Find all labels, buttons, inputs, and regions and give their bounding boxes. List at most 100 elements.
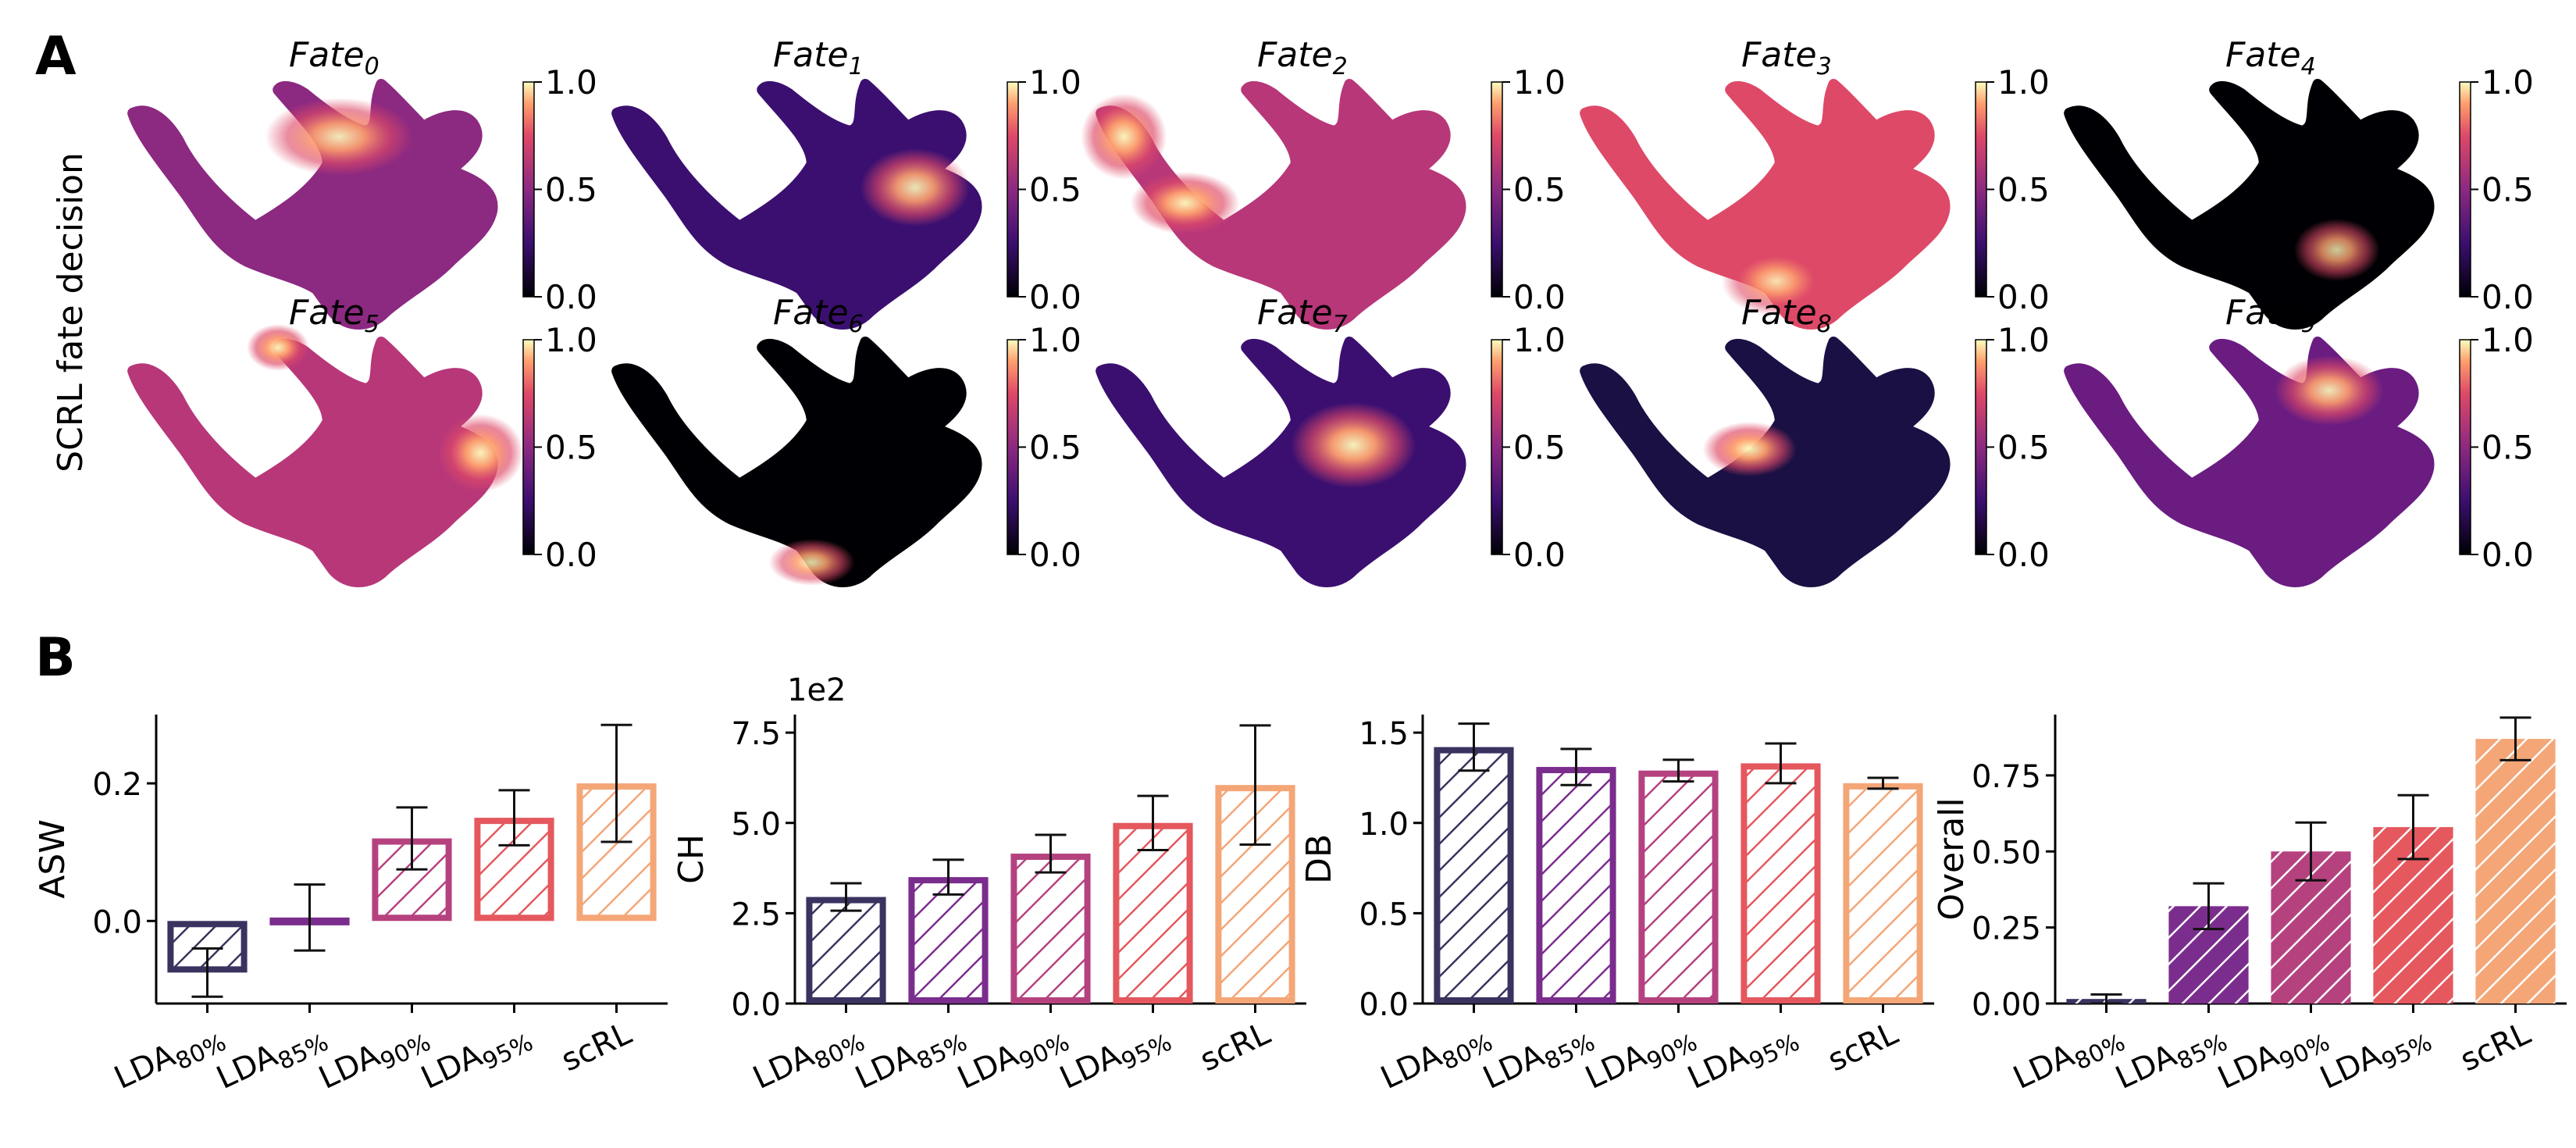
x-tick-label: LDA95% xyxy=(2315,1015,2437,1102)
y-tick-label: 0.25 xyxy=(1972,911,2041,947)
fate-subscript: 1 xyxy=(849,53,864,80)
colorbar-tick-label: 0.0 xyxy=(1997,536,2050,574)
fate-subscript: 8 xyxy=(1817,311,1832,338)
hotspot-glow xyxy=(1291,402,1416,488)
x-tick-label: LDA90% xyxy=(953,1015,1074,1102)
y-axis-label: DB xyxy=(1299,834,1339,884)
embedding-shape xyxy=(127,337,498,587)
y-tick-label: 0.00 xyxy=(1972,987,2041,1023)
colorbar-tick-label: 0.5 xyxy=(545,171,597,209)
bar xyxy=(908,877,989,1004)
colorbar-tick-label: 1.0 xyxy=(1997,321,2050,359)
embedding-shape xyxy=(1096,79,1466,330)
hotspot-glow xyxy=(247,324,310,371)
y-tick-label: 1.5 xyxy=(1359,716,1409,752)
fate-subscript: 4 xyxy=(2301,53,2316,80)
hotspot-glow xyxy=(1130,172,1240,234)
colorbar-tick-label: 0.0 xyxy=(545,278,597,316)
bar xyxy=(1740,763,1821,1004)
x-tick-label: LDA85% xyxy=(1478,1015,1600,1102)
panel-label-b: B xyxy=(35,627,76,689)
fate-panel xyxy=(1096,337,1466,587)
hotspot-glow xyxy=(1721,246,1831,316)
fate-title: Fate0 xyxy=(289,35,379,80)
colorbar xyxy=(522,81,535,298)
fate-title: Fate2 xyxy=(1257,35,1348,80)
fate-title: Fate8 xyxy=(1741,293,1832,338)
fate-subscript: 5 xyxy=(365,311,379,338)
colorbar-tick-label: 1.0 xyxy=(545,63,597,102)
bar xyxy=(1638,770,1719,1004)
x-tick-label-subscript: 95% xyxy=(2378,1029,2436,1076)
x-tick-label: LDA80% xyxy=(2008,1015,2130,1102)
hotspot-glow xyxy=(2274,355,2384,426)
colorbar-tick-label: 0.5 xyxy=(1029,171,1081,209)
colorbar-tick-label: 1.0 xyxy=(1513,63,1566,102)
y-tick-label: 1.0 xyxy=(1359,807,1409,843)
x-tick-label: scRL xyxy=(2455,1015,2536,1078)
fate-title: Fate9 xyxy=(2225,293,2316,338)
fate-subscript: 2 xyxy=(1333,53,1348,80)
colorbar-tick-label: 0.0 xyxy=(1997,278,2050,316)
colorbar xyxy=(1491,81,1503,298)
colorbar-tick-label: 1.0 xyxy=(1029,321,1081,359)
axis-multiplier: 1e2 xyxy=(787,672,846,708)
bar xyxy=(2475,739,2556,1004)
colorbar-tick-label: 1.0 xyxy=(2482,321,2534,359)
fate-subscript: 3 xyxy=(1817,53,1832,80)
x-tick-label-base: LDA xyxy=(748,1037,820,1096)
y-tick-label: 0.0 xyxy=(1359,987,1409,1023)
colorbar-tick-label: 0.5 xyxy=(1513,171,1566,209)
x-tick-label: LDA95% xyxy=(1683,1015,1805,1102)
row-label: SCRL fate decision xyxy=(51,152,91,472)
fate-decision-grid: Fate0 1.0 0.5 0.0 Fate1 1.0 0.5 0.0 Fate2 1.0 0.5 0… xyxy=(127,35,2534,587)
x-tick-label: scRL xyxy=(1195,1015,1276,1078)
fate-title: Fate1 xyxy=(773,35,864,80)
colorbar-tick-label: 0.0 xyxy=(545,536,597,574)
fate-panel xyxy=(1580,337,1951,587)
y-tick-label: 0.5 xyxy=(1359,897,1409,932)
colorbar xyxy=(1007,81,1019,298)
fate-subscript: 0 xyxy=(365,53,379,80)
colorbar-tick-label: 0.5 xyxy=(1029,429,1081,467)
fate-panel xyxy=(1580,79,1951,330)
colorbar xyxy=(2459,339,2471,555)
hotspot-glow xyxy=(1702,422,1797,476)
embedding-shape xyxy=(2064,79,2435,330)
colorbar-tick-label: 0.5 xyxy=(1513,429,1566,467)
x-tick-label: LDA95% xyxy=(416,1015,538,1102)
fate-subscript: 6 xyxy=(849,311,864,338)
x-tick-label-subscript: 95% xyxy=(479,1029,537,1076)
hotspot-glow xyxy=(860,148,970,226)
colorbar-tick-label: 0.5 xyxy=(1997,429,2050,467)
x-tick-label-base: LDA xyxy=(1376,1037,1448,1096)
colorbar xyxy=(522,339,535,555)
x-tick-label: LDA90% xyxy=(1580,1015,1702,1102)
bar xyxy=(1113,822,1193,1004)
fate-subscript: 7 xyxy=(1333,311,1348,338)
x-tick-label-base: LDA xyxy=(2008,1037,2080,1096)
x-tick-label-subscript: 95% xyxy=(1117,1029,1176,1076)
x-tick-label: LDA80% xyxy=(109,1015,231,1102)
y-axis-label: Overall xyxy=(1932,797,1972,920)
fate-panel xyxy=(1081,79,1466,330)
colorbar xyxy=(1975,81,1987,298)
fate-title: Fate6 xyxy=(773,293,864,338)
embedding-shape xyxy=(1096,337,1466,587)
colorbar-tick-label: 1.0 xyxy=(1513,321,1566,359)
bar xyxy=(806,897,886,1004)
hotspot-glow xyxy=(2293,219,2380,281)
x-tick-label-base: scRL xyxy=(1195,1015,1276,1078)
embedding-shape xyxy=(611,79,982,330)
fate-subscript: 9 xyxy=(2301,311,2316,338)
colorbar xyxy=(1491,339,1503,555)
x-tick-label: LDA85% xyxy=(2111,1015,2232,1102)
y-tick-label: 2.5 xyxy=(731,897,781,932)
fate-panel xyxy=(2064,79,2435,330)
colorbar-tick-label: 0.0 xyxy=(1029,536,1081,574)
